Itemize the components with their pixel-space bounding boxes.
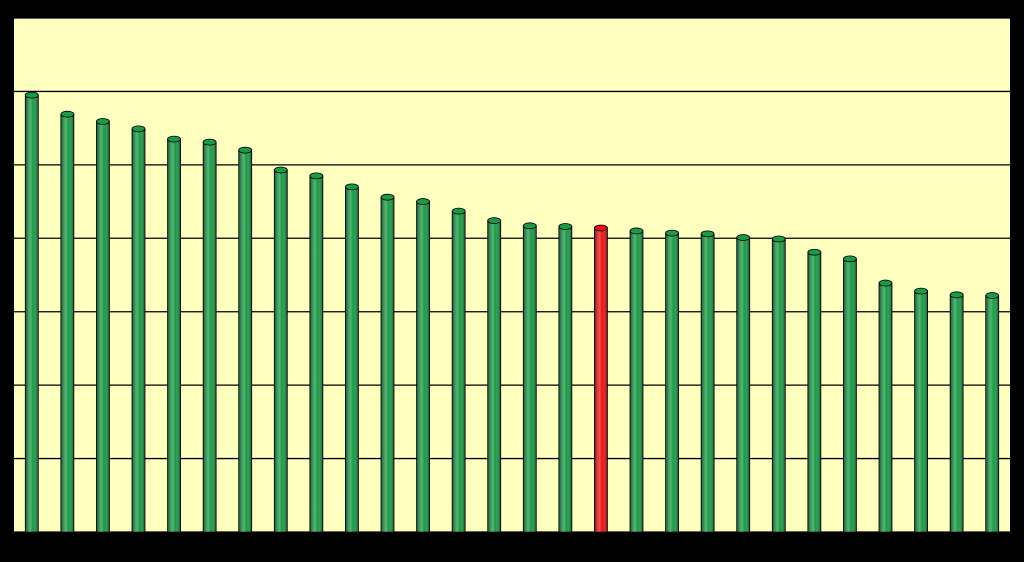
bar-shade: [807, 252, 821, 533]
bar-top: [878, 279, 893, 287]
bar-shade: [701, 233, 715, 532]
bar-shade: [203, 142, 217, 532]
bar-shade: [950, 294, 964, 532]
plot-area: [14, 18, 1010, 540]
bar-top: [487, 217, 502, 225]
bar-top: [522, 222, 537, 230]
bar-top: [771, 235, 786, 243]
bar-shade: [238, 150, 252, 532]
bar-shade: [132, 128, 145, 532]
bar-top: [451, 207, 466, 215]
bar-top: [24, 91, 39, 99]
bar-top: [416, 198, 430, 205]
bar-shade: [630, 230, 643, 532]
bar-top: [309, 172, 324, 180]
bar-top: [558, 223, 573, 230]
bar-top: [96, 118, 110, 125]
bar-top: [345, 183, 359, 191]
bar-shade: [914, 291, 928, 532]
bar-shade: [487, 220, 501, 533]
bar-top: [60, 110, 75, 118]
bar-shade: [558, 226, 572, 532]
bar-top: [380, 193, 395, 201]
bar-shade: [309, 175, 323, 532]
bar-shade: [523, 225, 537, 532]
bar-shade: [381, 197, 394, 532]
bar-top: [807, 248, 822, 256]
bar-shade: [843, 258, 857, 532]
bar-top: [949, 291, 964, 299]
bar-top: [914, 287, 928, 295]
bar-top: [700, 230, 715, 238]
bar-top: [273, 166, 288, 174]
bar-shade: [452, 211, 466, 533]
bar-shade: [665, 233, 679, 532]
bar-top: [202, 138, 217, 146]
bar-top: [629, 227, 644, 235]
bar-shade: [167, 139, 181, 532]
bar-shade: [274, 169, 288, 533]
bar-top: [131, 125, 146, 133]
bar-shade: [594, 228, 608, 532]
bar-shade: [736, 237, 750, 532]
bar-top: [665, 229, 679, 237]
bar-top: [594, 224, 608, 232]
bar-shade: [96, 121, 110, 532]
bar-shade: [60, 114, 74, 532]
bar-top: [736, 234, 751, 241]
bar-top: [167, 135, 181, 143]
floor: [14, 532, 1010, 540]
bar-top: [238, 146, 253, 154]
bar-shade: [772, 239, 786, 532]
bar-shade: [25, 95, 39, 532]
bar-shade: [345, 186, 359, 532]
bar-shade: [879, 283, 892, 532]
bar-shade: [416, 201, 430, 533]
bar-top: [843, 255, 857, 263]
bar-top: [985, 292, 1000, 299]
bar-shade: [985, 295, 999, 532]
